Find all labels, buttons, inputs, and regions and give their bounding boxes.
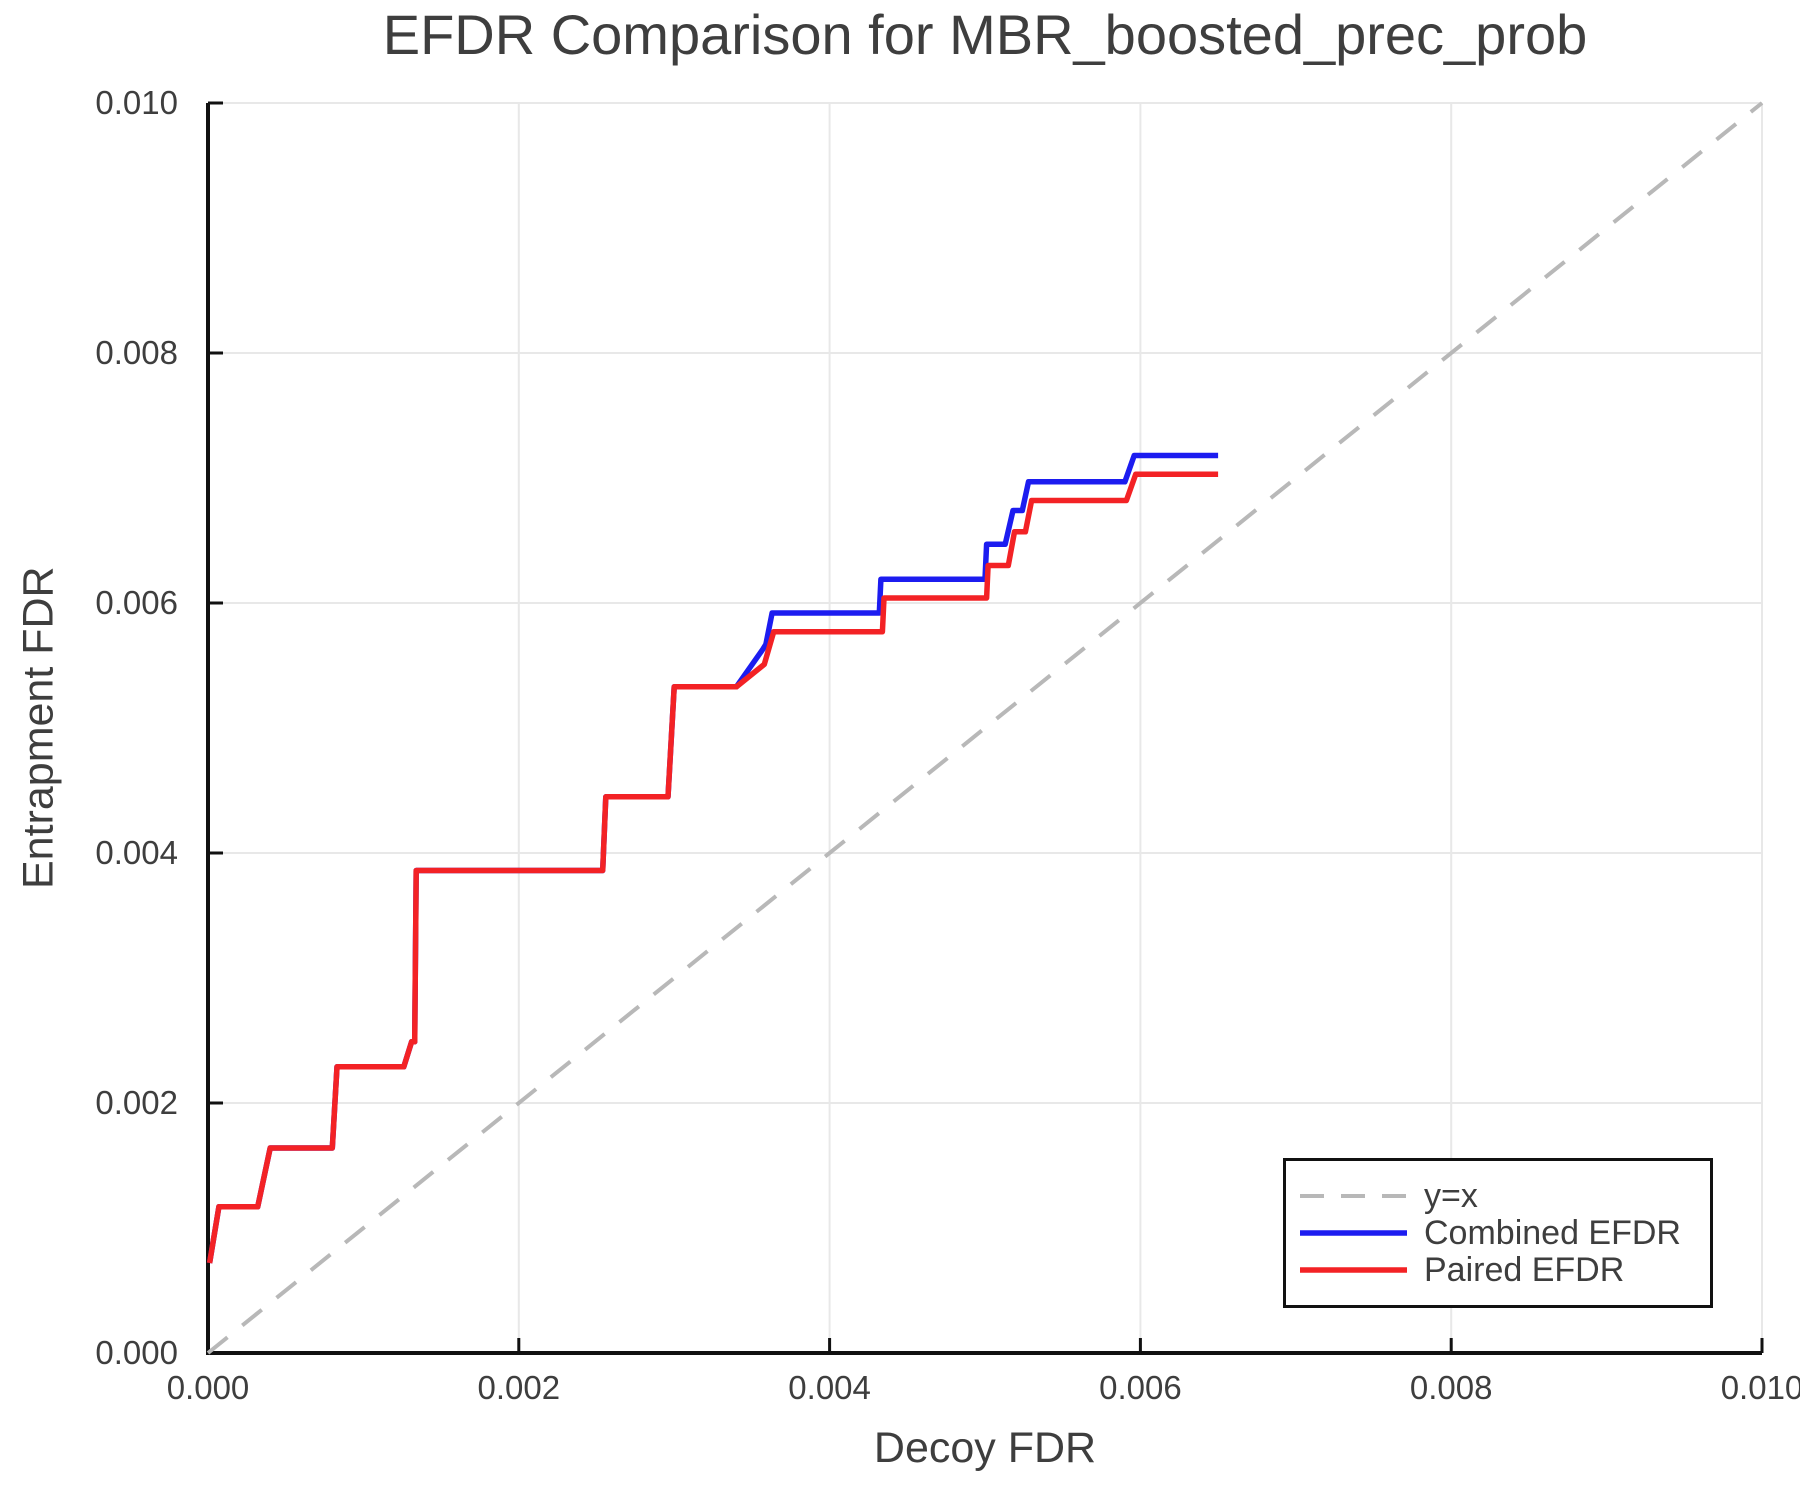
y-tick-label: 0.010 — [95, 84, 178, 121]
legend-label: Paired EFDR — [1424, 1251, 1625, 1289]
x-tick-label: 0.000 — [167, 1369, 250, 1406]
x-tick-label: 0.006 — [1099, 1369, 1182, 1406]
legend-line-sample — [1300, 1267, 1407, 1273]
series-line-paired-efdr — [206, 471, 1219, 1264]
y-tick-label: 0.008 — [95, 334, 178, 371]
legend: y=x Combined EFDR Paired EFDR — [1283, 1158, 1713, 1308]
y-tick-label: 0.004 — [95, 834, 178, 871]
series-line-y-x — [206, 101, 1764, 1355]
x-tick-label: 0.004 — [788, 1369, 871, 1406]
y-tick-label: 0.006 — [95, 584, 178, 621]
legend-item-y-x: y=x — [1300, 1178, 1710, 1215]
legend-label: y=x — [1424, 1177, 1478, 1215]
series-line-combined-efdr — [206, 452, 1219, 1264]
x-tick-label: 0.008 — [1410, 1369, 1493, 1406]
chart-title: EFDR Comparison for MBR_boosted_prec_pro… — [382, 3, 1588, 66]
legend-line-sample — [1300, 1230, 1407, 1236]
x-tick-label: 0.010 — [1721, 1369, 1800, 1406]
legend-item-combined-efdr: Combined EFDR — [1300, 1215, 1710, 1252]
y-tick-label: 0.000 — [95, 1334, 178, 1371]
x-axis-label: Decoy FDR — [873, 1424, 1097, 1472]
y-axis-label: Entrapment FDR — [14, 566, 63, 890]
legend-item-paired-efdr: Paired EFDR — [1300, 1252, 1710, 1289]
legend-line-sample — [1300, 1194, 1407, 1198]
y-tick-label: 0.002 — [95, 1084, 178, 1121]
x-tick-label: 0.002 — [478, 1369, 561, 1406]
legend-label: Combined EFDR — [1424, 1214, 1681, 1252]
